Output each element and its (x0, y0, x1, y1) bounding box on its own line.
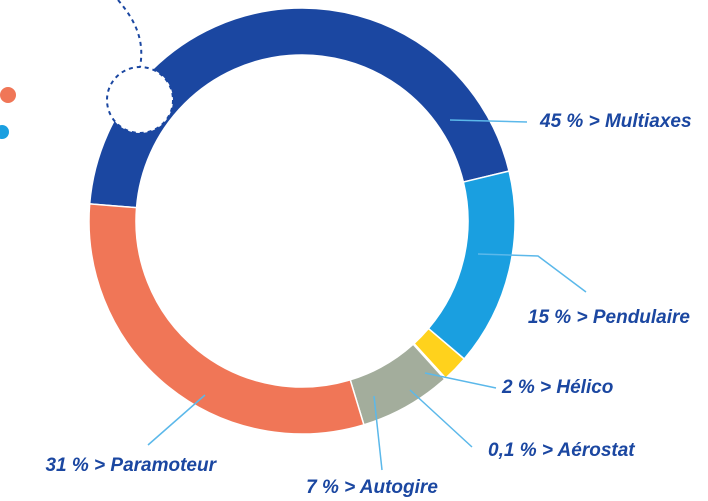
decor-dot (0, 125, 9, 139)
donut-segment (427, 170, 516, 361)
data-label: 7 % > Autogire (306, 477, 438, 498)
leader-line (424, 372, 497, 389)
leader-line (373, 395, 383, 471)
leader-line (449, 119, 528, 123)
data-label: 2 % > Hélico (501, 377, 613, 398)
leader-line (477, 253, 587, 293)
decor-dot (0, 87, 16, 103)
donut-segment (88, 203, 365, 435)
data-label: 15 % > Pendulaire (528, 307, 691, 328)
donut-segment (88, 7, 510, 209)
leader-line (409, 389, 473, 448)
ring (88, 7, 516, 435)
leader-line (147, 394, 206, 446)
data-label: 0,1 % > Aérostat (488, 440, 635, 461)
decor-dashed-circle (106, 66, 174, 134)
decor-dashed-line (117, 0, 143, 68)
data-label: 31 % > Paramoteur (45, 455, 217, 476)
data-label: 45 % > Multiaxes (539, 111, 692, 132)
